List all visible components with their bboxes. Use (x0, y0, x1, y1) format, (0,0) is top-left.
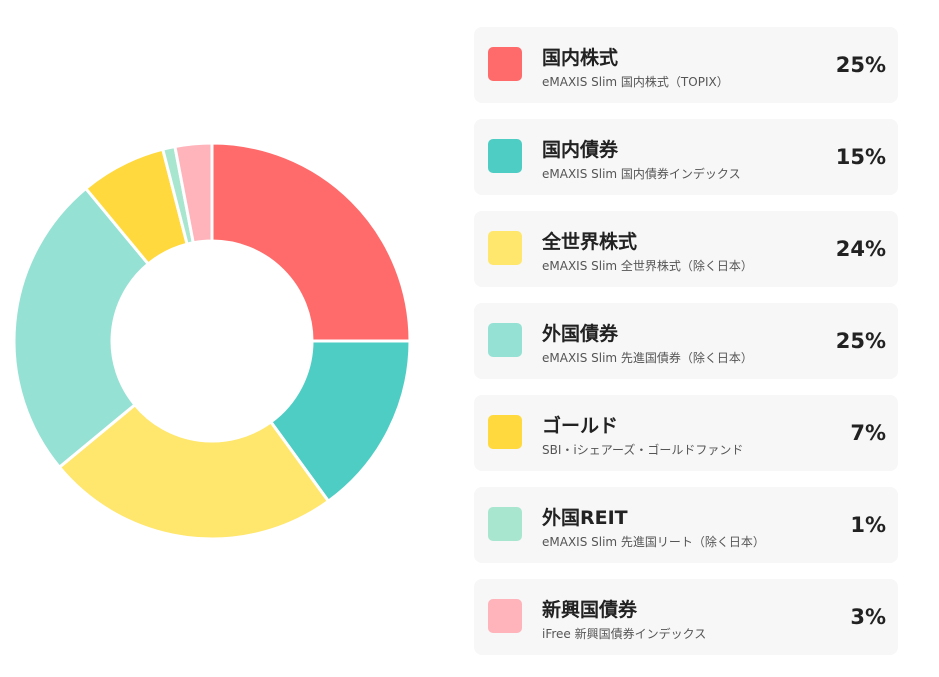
fund-name: eMAXIS Slim 国内債券インデックス (542, 167, 741, 181)
allocation-donut-chart (0, 130, 424, 554)
donut-slice-3[interactable] (57, 403, 330, 541)
legend-item-global-stocks[interactable]: 全世界株式 eMAXIS Slim 全世界株式（除く日本） 24% (474, 211, 898, 287)
color-swatch (488, 599, 522, 633)
fund-name: eMAXIS Slim 先進国リート（除く日本） (542, 535, 765, 549)
asset-class-name: 外国債券 (542, 323, 619, 345)
asset-class-name: 新興国債券 (542, 599, 638, 621)
color-swatch (488, 323, 522, 357)
legend-item-domestic-stocks[interactable]: 国内株式 eMAXIS Slim 国内株式（TOPIX） 25% (474, 27, 898, 103)
allocation-percent: 25% (835, 329, 886, 353)
donut-slice-1[interactable] (210, 141, 412, 343)
asset-class-name: ゴールド (542, 415, 619, 437)
allocation-percent: 1% (850, 513, 886, 537)
allocation-percent: 3% (850, 605, 886, 629)
asset-class-name: 国内債券 (542, 139, 619, 161)
donut-slice-7[interactable] (173, 141, 214, 245)
legend-item-domestic-bonds[interactable]: 国内債券 eMAXIS Slim 国内債券インデックス 15% (474, 119, 898, 195)
allocation-legend: 国内株式 eMAXIS Slim 国内株式（TOPIX） 25% 国内債券 eM… (474, 27, 898, 671)
asset-class-name: 国内株式 (542, 47, 619, 69)
donut-slice-4[interactable] (12, 186, 150, 469)
color-swatch (488, 415, 522, 449)
asset-class-name: 外国REIT (542, 507, 628, 529)
legend-item-foreign-bonds[interactable]: 外国債券 eMAXIS Slim 先進国債券（除く日本） 25% (474, 303, 898, 379)
fund-name: eMAXIS Slim 全世界株式（除く日本） (542, 259, 753, 273)
fund-name: eMAXIS Slim 国内株式（TOPIX） (542, 75, 729, 89)
color-swatch (488, 507, 522, 541)
fund-name: SBI・iシェアーズ・ゴールドファンド (542, 443, 744, 457)
allocation-percent: 7% (850, 421, 886, 445)
allocation-percent: 24% (835, 237, 886, 261)
color-swatch (488, 231, 522, 265)
color-swatch (488, 139, 522, 173)
color-swatch (488, 47, 522, 81)
allocation-percent: 25% (835, 53, 886, 77)
fund-name: eMAXIS Slim 先進国債券（除く日本） (542, 351, 753, 365)
asset-class-name: 全世界株式 (542, 231, 638, 253)
donut-chart-svg (12, 141, 412, 541)
fund-name: iFree 新興国債券インデックス (542, 627, 707, 641)
legend-item-foreign-reit[interactable]: 外国REIT eMAXIS Slim 先進国リート（除く日本） 1% (474, 487, 898, 563)
legend-item-emerging-bonds[interactable]: 新興国債券 iFree 新興国債券インデックス 3% (474, 579, 898, 655)
legend-item-gold[interactable]: ゴールド SBI・iシェアーズ・ゴールドファンド 7% (474, 395, 898, 471)
allocation-percent: 15% (835, 145, 886, 169)
